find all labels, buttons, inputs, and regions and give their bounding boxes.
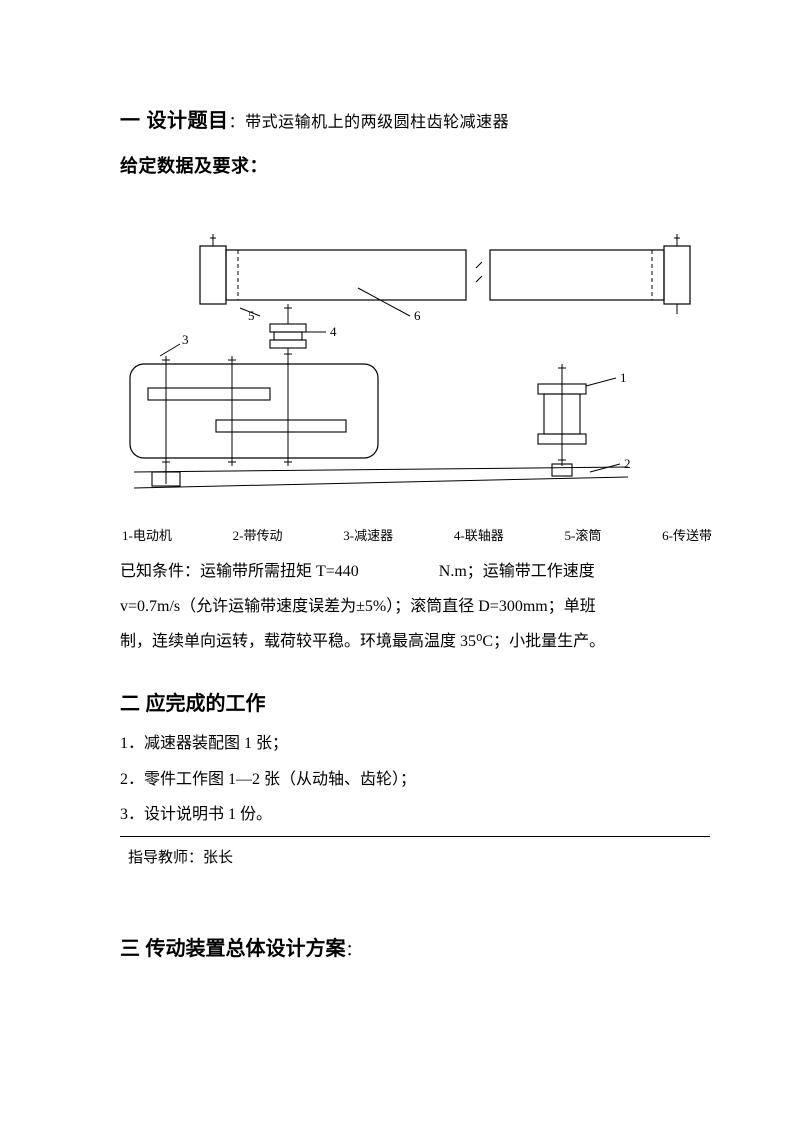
heading-3-label: 三 传动装置总体设计方案: [120, 938, 346, 960]
known-conditions: 已知条件：运输带所需扭矩 T=440 N.m；运输带工作速度 v=0.7m/s（…: [120, 554, 710, 660]
diagram-label-1: 1: [620, 370, 627, 385]
divider: [120, 836, 710, 837]
heading-3-colon: ：: [346, 942, 362, 959]
diagram-label-6: 6: [414, 308, 421, 323]
diagram-label-2: 2: [624, 456, 631, 471]
legend-1: 1-电动机: [122, 525, 172, 544]
diagram-label-4: 4: [330, 324, 337, 339]
legend-3: 3-减速器: [343, 525, 393, 544]
heading-1-label: 一 设计题目: [120, 110, 229, 132]
diagram-label-5: 5: [248, 308, 255, 323]
heading-1: 一 设计题目：带式运输机上的两级圆柱齿轮减速器: [120, 100, 710, 142]
work-item-2: 2．零件工作图 1—2 张（从动轴、齿轮）；: [120, 762, 710, 797]
legend-4: 4-联轴器: [454, 525, 504, 544]
legend-5: 5-滚筒: [565, 525, 602, 544]
teacher-line: 指导教师：张长: [128, 845, 710, 872]
work-list: 1．减速器装配图 1 张； 2．零件工作图 1—2 张（从动轴、齿轮）； 3．设…: [120, 726, 710, 832]
diagram-label-3: 3: [182, 332, 189, 347]
heading-3: 三 传动装置总体设计方案：: [120, 932, 710, 961]
heading-2: 二 应完成的工作: [120, 687, 710, 716]
subheading-data: 给定数据及要求：: [120, 156, 268, 176]
legend-6: 6-传送带: [662, 525, 712, 544]
work-item-1: 1．减速器装配图 1 张；: [120, 726, 710, 761]
known-line-2: v=0.7m/s（允许运输带速度误差为±5%）；滚筒直径 D=300mm；单班: [120, 589, 710, 624]
known-line-3: 制，连续单向运转，载荷较平稳。环境最高温度 35⁰C；小批量生产。: [120, 624, 710, 659]
diagram-legend: 1-电动机 2-带传动 3-减速器 4-联轴器 5-滚筒 6-传送带: [120, 525, 714, 544]
known-line-1: 已知条件：运输带所需扭矩 T=440 N.m；运输带工作速度: [120, 554, 710, 589]
mechanical-diagram: 1 2 3 4 5 6 1-电动机 2-带传动 3-减速器 4-联轴器 5-滚筒…: [120, 216, 710, 544]
heading-1-text: ：带式运输机上的两级圆柱齿轮减速器: [229, 114, 510, 131]
legend-2: 2-带传动: [233, 525, 283, 544]
work-item-3: 3．设计说明书 1 份。: [120, 797, 710, 832]
